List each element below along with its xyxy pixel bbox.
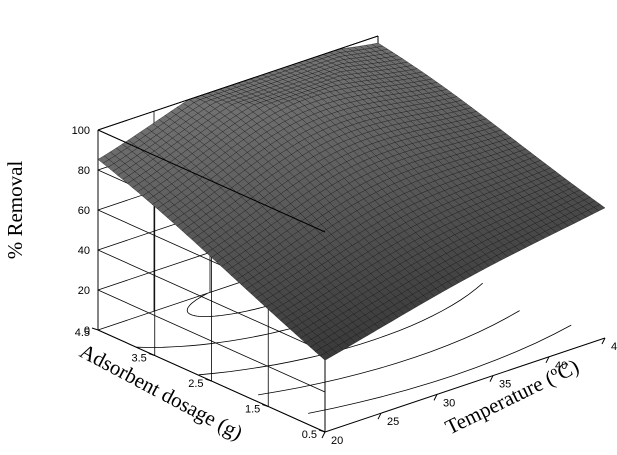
z-tick-label-3: 60 (78, 205, 90, 217)
temp-tick-mark-2 (433, 394, 438, 401)
floor-contour-4 (308, 324, 572, 414)
frame-edge-1 (324, 337, 606, 433)
temp-tick-label-5: 45 (611, 341, 617, 353)
z-tick-label-2: 40 (78, 245, 90, 257)
dosage-tick-label-1: 1.5 (245, 404, 260, 416)
surface-cell (593, 204, 606, 212)
tick-labels: 0 20 40 60 80 100 0.5 1.5 2.5 3.5 4.5 20 25 30 35 40 45 (72, 125, 617, 447)
z-axis-title: % Removal (3, 161, 27, 260)
x-axis-title: Temperature (ºC) (441, 354, 582, 439)
left-wall-zline-1 (97, 289, 326, 393)
dosage-tick-label-3: 3.5 (131, 353, 146, 365)
temp-tick-label-1: 25 (387, 416, 399, 428)
floor-contour-2 (198, 282, 483, 376)
frame-edge-3 (97, 129, 326, 233)
z-tick-label-5: 100 (72, 125, 90, 137)
temp-tick-mark-4 (545, 356, 550, 364)
dosage-tick-mark-2 (205, 378, 212, 382)
dosage-tick-label-4: 4.5 (75, 327, 90, 339)
dosage-tick-mark-1 (262, 404, 269, 407)
response-surface (97, 42, 606, 361)
temp-tick-mark-3 (489, 375, 494, 382)
temp-tick-mark-5 (601, 337, 606, 345)
left-wall-zline-2 (97, 249, 326, 353)
floor-contour-3 (258, 310, 520, 396)
dosage-tick-mark-3 (148, 353, 155, 356)
z-tick-label-1: 20 (78, 285, 90, 297)
front-frame (91, 35, 606, 439)
frame-edge-2 (97, 35, 379, 131)
y-axis-title: Adsorbent dosage (g) (76, 339, 247, 445)
temp-tick-label-4: 40 (555, 360, 567, 372)
temp-tick-label-0: 20 (331, 435, 343, 447)
dosage-tick-mark-0 (318, 429, 326, 433)
dosage-tick-label-0: 0.5 (302, 429, 317, 441)
temp-tick-mark-0 (321, 431, 326, 439)
temp-tick-label-3: 35 (499, 379, 511, 391)
dosage-tick-mark-4 (91, 327, 99, 331)
temp-tick-label-2: 30 (443, 397, 455, 409)
z-tick-label-0: 0 (84, 325, 90, 337)
dosage-tick-label-2: 2.5 (188, 378, 203, 390)
z-tick-label-4: 80 (78, 165, 90, 177)
temp-tick-mark-1 (377, 412, 382, 420)
